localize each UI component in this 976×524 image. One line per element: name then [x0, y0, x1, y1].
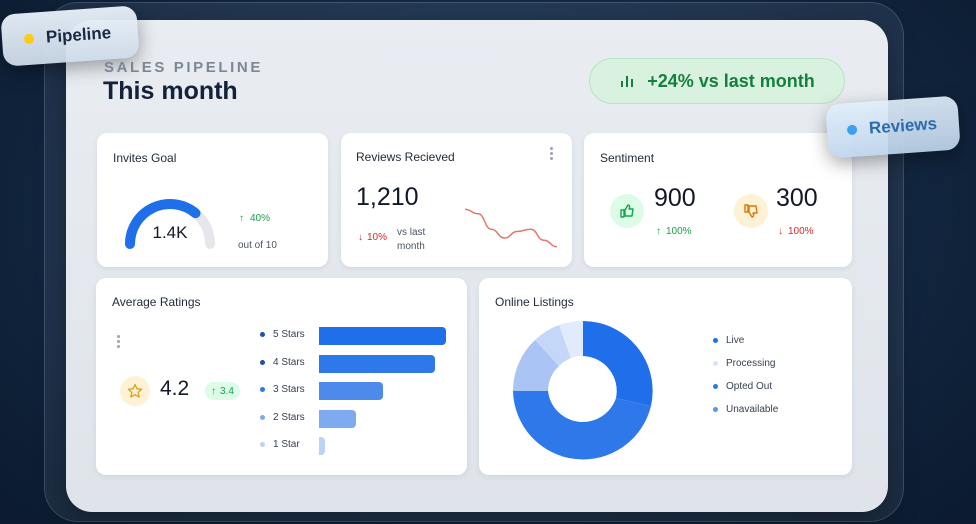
rating-bar-label-text: 2 Stars — [273, 411, 305, 423]
sentiment-negative-change-value: 100% — [788, 226, 814, 237]
legend-opted-out-label: Opted Out — [726, 381, 773, 392]
rating-bar — [319, 409, 356, 428]
invites-goal-change-value: 40% — [250, 213, 271, 224]
invites-goal-title: Invites Goal — [113, 151, 177, 165]
donut-segment-processing — [559, 320, 583, 358]
donut-segment-unavailable-light — [535, 325, 571, 366]
rating-bar-label-text: 3 Stars — [273, 384, 305, 395]
sentiment-title: Sentiment — [600, 151, 655, 165]
rating-bar-label: 1 Star — [260, 439, 300, 450]
invites-goal-card: Invites Goal 1.4K ↑ 40% out of 10 — [97, 133, 328, 267]
rating-change-value: 3.4 — [220, 385, 234, 397]
average-rating-value: 4.2 — [160, 377, 190, 400]
growth-badge-text: +24% vs last month — [647, 70, 815, 91]
growth-badge: +24% vs last month — [589, 58, 845, 104]
reviews-caption-line1: vs last — [397, 227, 426, 238]
average-ratings-title: Average Ratings — [112, 295, 201, 309]
pipeline-tag-label: Pipeline — [45, 23, 112, 47]
rating-dot-icon — [260, 387, 265, 392]
unavailable-dot-icon — [713, 407, 718, 412]
opted-out-dot-icon — [713, 384, 718, 389]
sentiment-positive-value: 900 — [654, 184, 696, 212]
rating-bar — [319, 354, 435, 373]
reviews-caption-line2: month — [397, 241, 425, 252]
ratings-menu-button[interactable] — [117, 335, 121, 348]
rating-bar — [319, 382, 383, 400]
rating-bar — [319, 437, 325, 455]
rating-dot-icon — [260, 442, 265, 447]
dashboard-title: This month — [103, 77, 238, 105]
sentiment-negative-change: ↓ 100% — [778, 226, 814, 237]
donut-segment-live — [583, 321, 653, 406]
rating-bar-label-text: 4 Stars — [273, 356, 305, 368]
sentiment-positive-change-value: 100% — [666, 226, 692, 237]
blue-dot-icon — [846, 124, 858, 136]
invites-goal-change: ↑ 40% — [239, 213, 270, 224]
star-icon — [120, 376, 150, 406]
online-listings-title: Online Listings — [495, 295, 574, 309]
legend-unavailable: Unavailable — [713, 404, 778, 415]
arrow-up-icon: ↑ — [239, 213, 244, 224]
bar-chart-icon — [621, 76, 634, 87]
reviews-sparkline — [464, 208, 558, 248]
yellow-dot-icon — [23, 33, 35, 45]
legend-processing: Processing — [713, 358, 775, 369]
reviews-tag-label: Reviews — [868, 113, 938, 138]
arrow-up-icon: ↑ — [656, 226, 661, 237]
live-dot-icon — [713, 338, 718, 343]
thumbs-down-icon — [734, 194, 768, 228]
thumbs-up-icon — [610, 194, 644, 228]
donut-segment-unavailable — [513, 340, 559, 391]
rating-dot-icon — [260, 359, 265, 365]
invites-goal-caption: out of 10 — [238, 240, 277, 251]
reviews-title: Reviews Recieved — [356, 150, 455, 164]
rating-dot-icon — [260, 332, 265, 337]
rating-bar-label: 2 Stars — [260, 412, 305, 423]
reviews-menu-button[interactable] — [550, 147, 554, 160]
rating-bar-label: 4 Stars — [260, 357, 305, 368]
reviews-caption: vs last month — [397, 226, 425, 254]
arrow-down-icon: ↓ — [358, 232, 363, 243]
sentiment-negative-value: 300 — [776, 184, 818, 212]
reviews-change-value: 10% — [367, 232, 388, 243]
legend-opted-out: Opted Out — [713, 381, 772, 392]
reviews-tag[interactable]: Reviews — [825, 95, 961, 159]
rating-bar-label: 3 Stars — [260, 384, 305, 395]
invites-goal-gauge — [125, 199, 215, 249]
rating-change-badge: ↑ 3.4 — [205, 382, 240, 400]
rating-bar — [319, 327, 446, 345]
processing-dot-icon — [713, 361, 718, 366]
reviews-value: 1,210 — [356, 183, 419, 211]
donut-segment-opted-out — [513, 391, 651, 460]
legend-live-label: Live — [726, 335, 745, 346]
arrow-up-icon: ↑ — [211, 385, 216, 397]
legend-live: Live — [713, 335, 744, 346]
reviews-card: Reviews Recieved 1,210 ↓ 10% vs last mon… — [341, 133, 572, 267]
arrow-down-icon: ↓ — [778, 226, 783, 237]
reviews-change: ↓ 10% — [358, 232, 387, 243]
rating-bar-label-text: 5 Stars — [273, 329, 305, 340]
sentiment-positive-change: ↑ 100% — [656, 226, 692, 237]
rating-dot-icon — [260, 414, 265, 420]
rating-bar-label-text: 1 Star — [273, 439, 300, 450]
legend-processing-label: Processing — [726, 358, 776, 369]
dashboard-subtitle: SALES PIPELINE — [104, 59, 263, 76]
rating-bar-label: 5 Stars — [260, 329, 305, 340]
online-listings-donut — [513, 320, 653, 460]
sentiment-card: Sentiment 900 ↑ 100% 300 ↓ 100% — [584, 133, 852, 267]
average-ratings-card: Average Ratings 4.2 ↑ 3.4 5 Stars 4 Stars… — [96, 278, 467, 475]
invites-goal-value: 1.4K — [152, 223, 188, 242]
pipeline-tag[interactable]: Pipeline — [0, 5, 140, 67]
legend-unavailable-label: Unavailable — [726, 404, 779, 415]
online-listings-card: Online Listings Live Processing Opted Ou… — [479, 278, 852, 475]
